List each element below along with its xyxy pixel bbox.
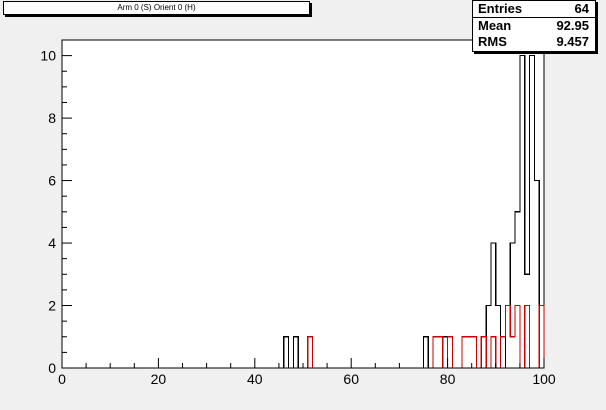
stats-value: 64: [574, 1, 589, 16]
x-tick-label: 40: [247, 371, 263, 387]
axis-layer: 0 20 40 60 80 100 0 2 4 6 8 10: [40, 40, 556, 387]
stats-value: 9.457: [556, 34, 589, 49]
stats-key: Entries: [478, 1, 523, 16]
stats-key: RMS: [478, 34, 507, 49]
x-tick-label: 0: [58, 371, 66, 387]
y-tick-label: 2: [48, 298, 56, 314]
series-line: [62, 55, 544, 369]
stats-row-rms: RMS 9.457: [478, 34, 589, 50]
stats-row-mean: Mean 92.95: [478, 18, 589, 34]
stats-row-entries: Entries 64: [478, 1, 589, 17]
y-tick-label: 10: [40, 48, 56, 64]
stats-key: Mean: [478, 18, 512, 33]
stats-separator: [473, 17, 595, 18]
y-tick-label: 6: [48, 173, 56, 189]
plot-area: [61, 39, 545, 369]
y-tick-label: 0: [48, 360, 56, 376]
stats-value: 92.95: [556, 18, 589, 33]
x-tick-label: 20: [151, 371, 167, 387]
x-tick-label: 80: [440, 371, 456, 387]
y-tick-label: 8: [48, 110, 56, 126]
stats-box: Entries 64 Mean 92.95 RMS 9.457: [472, 0, 596, 52]
y-tick-label: 4: [48, 235, 56, 251]
x-tick-label: 60: [343, 371, 359, 387]
histogram-title: Arm 0 (S) Orient 0 (H): [3, 1, 310, 15]
x-tick-label: 100: [532, 371, 556, 387]
